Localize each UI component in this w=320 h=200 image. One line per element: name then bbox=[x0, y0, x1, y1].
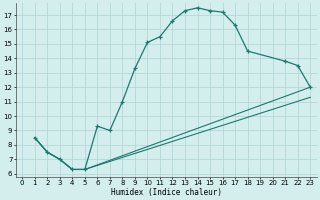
X-axis label: Humidex (Indice chaleur): Humidex (Indice chaleur) bbox=[111, 188, 222, 197]
